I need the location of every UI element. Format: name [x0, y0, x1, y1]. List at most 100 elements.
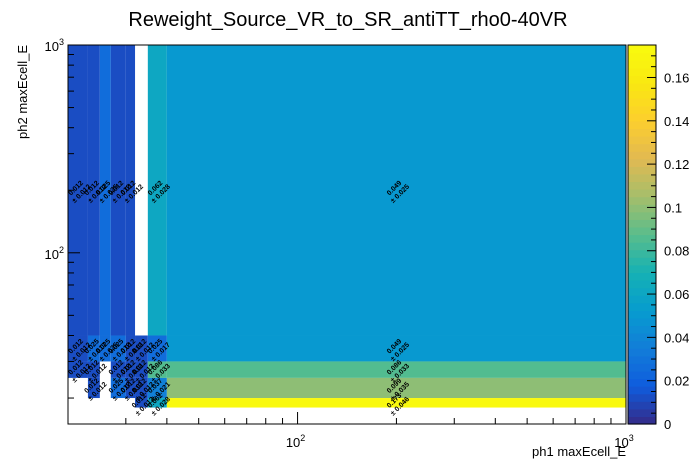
palette-band	[628, 264, 656, 273]
palette-band	[628, 219, 656, 228]
palette-band	[628, 302, 656, 311]
palette-band	[628, 189, 656, 198]
palette-band	[628, 279, 656, 289]
palette-band	[628, 158, 656, 167]
y-tick-label: 103	[45, 37, 64, 54]
heatmap-cell	[125, 361, 136, 378]
palette-band	[628, 325, 656, 334]
palette-band	[628, 173, 656, 183]
palette-tick-label: 0.02	[664, 374, 689, 389]
heatmap-cell	[135, 335, 148, 362]
palette-tick-label: 0.14	[664, 114, 689, 129]
palette-band	[628, 211, 656, 220]
palette-tick-label: 0.04	[664, 330, 689, 345]
palette-tick-label: 0.12	[664, 157, 689, 172]
heatmap-cell	[135, 398, 148, 408]
heatmap-cell	[147, 361, 167, 378]
heatmap-cell	[110, 361, 126, 378]
palette-band	[628, 363, 656, 372]
axes: 102 103 102 103	[45, 37, 634, 450]
heatmap-cell	[87, 361, 100, 378]
palette-band	[628, 90, 656, 99]
palette-band	[628, 355, 656, 364]
palette-band	[628, 135, 656, 145]
cell-value-label: 0.012± 0.012	[81, 375, 108, 402]
palette-band	[628, 348, 656, 357]
palette-band	[628, 143, 656, 152]
palette-tick-label: 0.16	[664, 70, 689, 85]
palette-band	[628, 249, 656, 258]
palette-band	[628, 128, 656, 137]
palette-band	[628, 333, 656, 342]
x-axis-label: ph1 maxEcell_E	[532, 444, 626, 459]
palette-band	[628, 196, 656, 205]
heatmap-cell	[147, 335, 167, 362]
palette-band	[628, 416, 656, 425]
heatmap-cell	[147, 45, 167, 336]
palette-band	[628, 82, 656, 92]
heatmap-cell	[135, 377, 148, 399]
palette-band	[628, 272, 656, 281]
heatmap-cell	[110, 377, 126, 399]
palette-band	[628, 67, 656, 76]
x-tick-label: 103	[614, 433, 633, 450]
palette-band	[628, 75, 656, 84]
heatmap-cell	[110, 335, 126, 362]
heatmap-cell	[87, 45, 100, 336]
palette-band	[628, 204, 656, 213]
palette-band	[628, 310, 656, 319]
plot-frame	[67, 44, 627, 425]
palette-band	[628, 113, 656, 122]
palette-band	[628, 234, 656, 243]
palette-tick-label: 0.06	[664, 287, 689, 302]
palette-band	[628, 181, 656, 190]
palette-tick-label: 0.1	[664, 200, 682, 215]
palette-band	[628, 226, 656, 236]
palette-band	[628, 393, 656, 402]
palette-band	[628, 408, 656, 418]
heatmap-cell	[125, 45, 136, 336]
heatmap-cell	[147, 398, 167, 408]
palette-band	[628, 257, 656, 266]
heatmap-cell	[110, 45, 126, 336]
palette-tick-label: 0.08	[664, 244, 689, 259]
palette-band	[628, 317, 656, 327]
heatmap-cell	[166, 398, 626, 408]
heatmap-cell	[87, 377, 100, 399]
palette-band	[628, 401, 656, 410]
heatmap-cell	[166, 377, 626, 399]
heatmap-cell	[68, 335, 88, 362]
palette-band	[628, 98, 656, 107]
palette-band	[628, 295, 656, 304]
palette-band	[628, 120, 656, 129]
palette-tick-label: 0	[664, 417, 671, 432]
palette-band	[628, 242, 656, 251]
heatmap-cell	[68, 45, 88, 336]
palette-band	[628, 151, 656, 160]
heatmap-cell	[68, 361, 88, 378]
heatmap-cell	[125, 335, 136, 362]
heatmap-cell	[147, 377, 167, 399]
heatmap-cell	[87, 335, 100, 362]
palette-band	[628, 386, 656, 395]
palette-band	[628, 370, 656, 380]
heatmap-cell	[135, 361, 148, 378]
y-axis-label: ph2 maxEcell_E	[15, 45, 30, 139]
palette-band	[628, 378, 656, 387]
heatmap-cell	[99, 335, 111, 362]
palette-band	[628, 60, 656, 69]
heatmap-cell	[166, 45, 626, 336]
palette-band	[628, 105, 656, 114]
palette-band	[628, 287, 656, 296]
palette-frame	[627, 44, 657, 425]
palette-band	[628, 45, 656, 54]
color-palette: 0 0.02 0.04 0.06 0.08 0.1 0.12 0.14 0.16	[627, 44, 689, 432]
heatmap-cell	[166, 335, 626, 362]
heatmap-cell	[99, 45, 111, 336]
palette-band	[628, 166, 656, 175]
heatmap-cell	[166, 361, 626, 378]
y-tick-label: 102	[45, 245, 64, 262]
x-tick-label: 102	[286, 433, 305, 450]
heatmap-cell	[125, 377, 136, 399]
